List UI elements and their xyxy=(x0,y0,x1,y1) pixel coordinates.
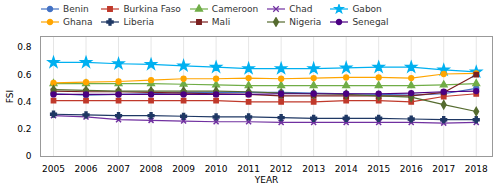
html-text:Liberia: Liberia xyxy=(123,17,154,27)
svg-text:0: 0 xyxy=(26,151,32,161)
svg-text:2008: 2008 xyxy=(140,164,163,174)
svg-text:2018: 2018 xyxy=(465,164,488,174)
html-text:Mali: Mali xyxy=(211,17,231,27)
svg-text:0.8: 0.8 xyxy=(17,42,32,52)
svg-text:2011: 2011 xyxy=(237,164,260,174)
html-text:Burkina Faso: Burkina Faso xyxy=(123,4,181,14)
svg-text:2015: 2015 xyxy=(367,164,390,174)
html-text:Senegal: Senegal xyxy=(352,17,389,27)
svg-text:2006: 2006 xyxy=(75,164,98,174)
svg-text:2012: 2012 xyxy=(270,164,293,174)
svg-text:2010: 2010 xyxy=(205,164,228,174)
svg-text:0.2: 0.2 xyxy=(17,124,31,134)
svg-text:0.4: 0.4 xyxy=(17,97,32,107)
svg-text:2009: 2009 xyxy=(172,164,195,174)
svg-text:2005: 2005 xyxy=(42,164,65,174)
html-text:Nigeria: Nigeria xyxy=(289,17,322,27)
html-text:Gabon: Gabon xyxy=(352,4,382,14)
svg-text:2014: 2014 xyxy=(335,164,358,174)
svg-text:YEAR: YEAR xyxy=(254,175,279,185)
svg-text:FSI: FSI xyxy=(5,90,15,103)
svg-text:2013: 2013 xyxy=(302,164,325,174)
svg-text:2017: 2017 xyxy=(432,164,455,174)
html-text:Ghana: Ghana xyxy=(63,17,93,27)
svg-text:2007: 2007 xyxy=(107,164,130,174)
svg-text:0.6: 0.6 xyxy=(17,70,32,80)
svg-text:2016: 2016 xyxy=(400,164,423,174)
html-text:Benin: Benin xyxy=(63,4,89,14)
html-text:Cameroon: Cameroon xyxy=(211,4,259,14)
html-text:Chad: Chad xyxy=(289,4,313,14)
